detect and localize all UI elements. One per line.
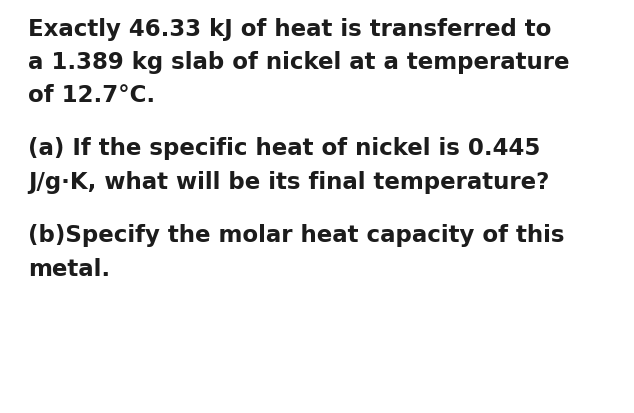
Text: metal.: metal. bbox=[28, 257, 110, 280]
Text: a 1.389 kg slab of nickel at a temperature: a 1.389 kg slab of nickel at a temperatu… bbox=[28, 50, 569, 74]
Text: of 12.7°C.: of 12.7°C. bbox=[28, 83, 155, 106]
Text: (b)Specify the molar heat capacity of this: (b)Specify the molar heat capacity of th… bbox=[28, 224, 564, 247]
Text: J/g·K, what will be its final temperature?: J/g·K, what will be its final temperatur… bbox=[28, 170, 550, 193]
Text: Exactly 46.33 kJ of heat is transferred to: Exactly 46.33 kJ of heat is transferred … bbox=[28, 17, 552, 40]
Text: (a) If the specific heat of nickel is 0.445: (a) If the specific heat of nickel is 0.… bbox=[28, 137, 540, 160]
